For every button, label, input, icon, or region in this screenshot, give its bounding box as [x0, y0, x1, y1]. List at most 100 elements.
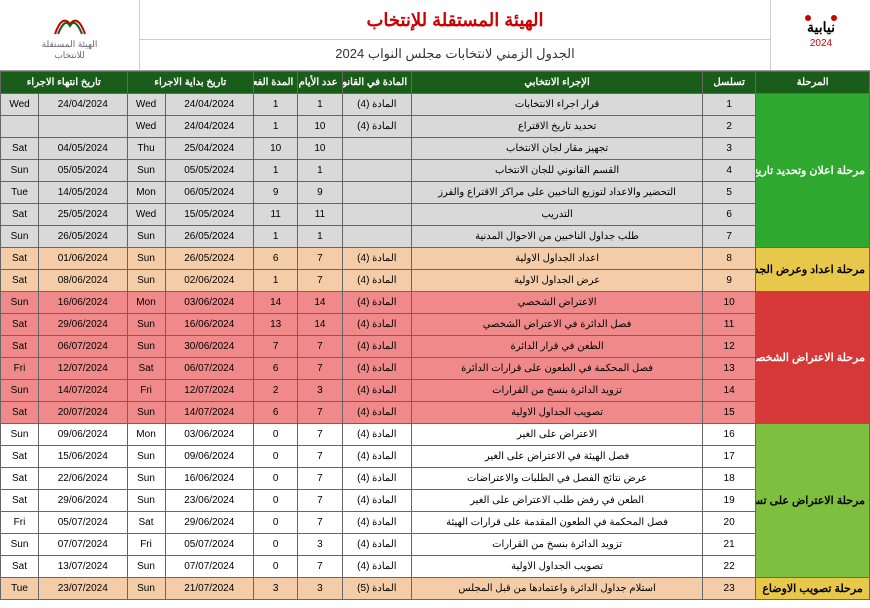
days-cell: 7 [298, 248, 342, 270]
logo-right: نيابية2024 [770, 0, 870, 70]
act-cell: 6 [254, 358, 298, 380]
start-dow-cell: Wed [127, 116, 165, 138]
start-dow-cell: Wed [127, 204, 165, 226]
proc-cell: عرض الجداول الاولية [412, 270, 703, 292]
law-cell [342, 226, 412, 248]
start-date-cell: 05/07/2024 [165, 534, 254, 556]
end-dow-cell: Tue [1, 182, 39, 204]
end-date-cell: 20/07/2024 [39, 402, 128, 424]
proc-cell: تزويد الدائرة بنسخ من القرارات [412, 380, 703, 402]
start-date-cell: 24/04/2024 [165, 116, 254, 138]
law-cell: المادة (4) [342, 534, 412, 556]
table-row: 22تصويب الجداول الاوليةالمادة (4)7007/07… [1, 556, 870, 578]
col-end: تاريخ انتهاء الاجراء [1, 72, 128, 94]
start-dow-cell: Sun [127, 314, 165, 336]
proc-cell: القسم القانوني للجان الانتخاب [412, 160, 703, 182]
col-law: المادة في القانون [342, 72, 412, 94]
start-dow-cell: Sun [127, 226, 165, 248]
table-row: 15تصويب الجداول الاوليةالمادة (4)7614/07… [1, 402, 870, 424]
act-cell: 6 [254, 248, 298, 270]
start-date-cell: 05/05/2024 [165, 160, 254, 182]
act-cell: 1 [254, 270, 298, 292]
proc-cell: الاعتراض على الغير [412, 424, 703, 446]
start-date-cell: 25/04/2024 [165, 138, 254, 160]
start-date-cell: 16/06/2024 [165, 468, 254, 490]
start-dow-cell: Sat [127, 512, 165, 534]
page-header: نيابية2024 الهيئة المستقلة للإنتخاب الجد… [0, 0, 870, 71]
table-row: 20فصل المحكمة في الطعون المقدمة على قرار… [1, 512, 870, 534]
act-cell: 7 [254, 336, 298, 358]
end-date-cell: 07/07/2024 [39, 534, 128, 556]
act-cell: 0 [254, 446, 298, 468]
act-cell: 0 [254, 468, 298, 490]
start-dow-cell: Sun [127, 446, 165, 468]
law-cell: المادة (4) [342, 248, 412, 270]
law-cell: المادة (4) [342, 358, 412, 380]
end-dow-cell [1, 116, 39, 138]
end-dow-cell: Sat [1, 204, 39, 226]
act-cell: 0 [254, 534, 298, 556]
end-dow-cell: Sat [1, 468, 39, 490]
seq-cell: 13 [703, 358, 756, 380]
col-seq: تسلسل [703, 72, 756, 94]
table-row: 3تجهيز مقار لجان الانتخاب101025/04/2024T… [1, 138, 870, 160]
start-date-cell: 15/05/2024 [165, 204, 254, 226]
schedule-table: المرحلة تسلسل الإجراء الانتخابي المادة ف… [0, 71, 870, 600]
law-cell [342, 138, 412, 160]
act-cell: 1 [254, 116, 298, 138]
col-days: عدد الأيام [298, 72, 342, 94]
start-dow-cell: Sun [127, 160, 165, 182]
end-dow-cell: Sun [1, 226, 39, 248]
end-date-cell: 09/06/2024 [39, 424, 128, 446]
proc-cell: تصويب الجداول الاولية [412, 402, 703, 424]
seq-cell: 23 [703, 578, 756, 600]
seq-cell: 19 [703, 490, 756, 512]
proc-cell: تزويد الدائرة بنسخ من القرارات [412, 534, 703, 556]
end-dow-cell: Tue [1, 578, 39, 600]
end-dow-cell: Sat [1, 336, 39, 358]
end-date-cell: 14/05/2024 [39, 182, 128, 204]
seq-cell: 5 [703, 182, 756, 204]
end-dow-cell: Fri [1, 358, 39, 380]
days-cell: 10 [298, 138, 342, 160]
start-date-cell: 06/07/2024 [165, 358, 254, 380]
start-date-cell: 16/06/2024 [165, 314, 254, 336]
end-date-cell: 15/06/2024 [39, 446, 128, 468]
end-date-cell: 29/06/2024 [39, 314, 128, 336]
act-cell: 0 [254, 490, 298, 512]
start-date-cell: 03/06/2024 [165, 292, 254, 314]
start-dow-cell: Wed [127, 94, 165, 116]
end-date-cell: 29/06/2024 [39, 490, 128, 512]
end-date-cell: 22/06/2024 [39, 468, 128, 490]
end-dow-cell: Sat [1, 248, 39, 270]
seq-cell: 4 [703, 160, 756, 182]
proc-cell: التحضير والاعداد لتوزيع الناخبين على مرا… [412, 182, 703, 204]
seq-cell: 18 [703, 468, 756, 490]
end-dow-cell: Sat [1, 490, 39, 512]
proc-cell: فصل الهيئة في الاعتراض على الغير [412, 446, 703, 468]
law-cell [342, 160, 412, 182]
phase-cell: مرحلة تصويب الاوضاع [756, 578, 870, 600]
seq-cell: 10 [703, 292, 756, 314]
seq-cell: 1 [703, 94, 756, 116]
end-dow-cell: Sun [1, 380, 39, 402]
proc-cell: الطعن في قرار الدائرة [412, 336, 703, 358]
days-cell: 1 [298, 226, 342, 248]
proc-cell: تجهيز مقار لجان الانتخاب [412, 138, 703, 160]
phase-cell: مرحلة الاعتراض على تسجيل الغير [756, 424, 870, 578]
table-row: مرحلة الاعتراض على تسجيل الغير16الاعتراض… [1, 424, 870, 446]
days-cell: 14 [298, 314, 342, 336]
end-dow-cell: Sun [1, 292, 39, 314]
start-date-cell: 03/06/2024 [165, 424, 254, 446]
end-date-cell: 23/07/2024 [39, 578, 128, 600]
table-row: مرحلة اعداد وعرض الجداول الاولية للناخبي… [1, 248, 870, 270]
law-cell: المادة (4) [342, 512, 412, 534]
days-cell: 7 [298, 358, 342, 380]
act-cell: 1 [254, 226, 298, 248]
phase-cell: مرحلة اعلان وتحديد تاريخ الاقتراع [756, 94, 870, 248]
law-cell: المادة (4) [342, 424, 412, 446]
seq-cell: 2 [703, 116, 756, 138]
start-dow-cell: Fri [127, 380, 165, 402]
end-date-cell: 25/05/2024 [39, 204, 128, 226]
table-row: 7طلب جداول الناخبين من الاحوال المدنية11… [1, 226, 870, 248]
